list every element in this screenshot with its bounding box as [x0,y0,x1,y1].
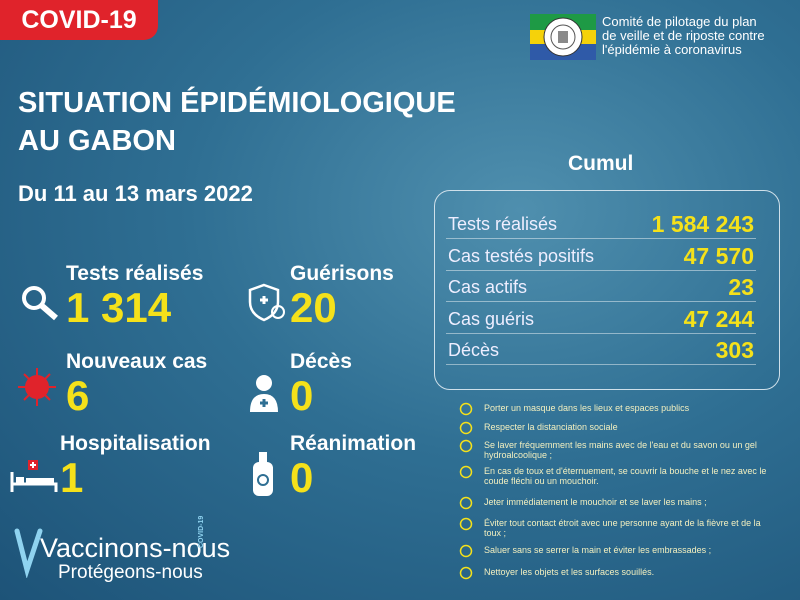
measure-text: Jeter immédiatement le mouchoir et se la… [484,497,707,507]
bed-icon [10,460,58,492]
shield-icon [248,283,285,322]
measure-text: Respecter la distanciation sociale [484,422,618,432]
stat-value: 1 [60,454,84,501]
stat-value: 1 314 [66,284,172,331]
virus-icon [18,368,56,406]
title-line: AU GABON [18,125,176,157]
stat-label: Guérisons [290,262,394,285]
measure-text: Nettoyer les objets et les surfaces soui… [484,567,655,577]
stat-value: 0 [290,372,314,419]
cumul-value: 1 584 243 [651,211,754,237]
oxygen-icon [253,452,273,496]
stat-label: Hospitalisation [60,432,211,455]
cumul-title: Cumul [568,152,634,175]
cumul-label: Décès [448,340,500,360]
cumul-row: Cas guéris 47 244 [446,302,756,334]
org-line: Comité de pilotage du plan [602,14,757,29]
stat-value: 0 [290,454,314,501]
cumul-value: 47 244 [683,305,754,332]
v-hand [14,528,43,578]
cumul-box [434,190,780,390]
measure-glyph [459,402,473,416]
stat-label: Réanimation [290,432,417,455]
measure-glyph [459,517,473,531]
logo [530,14,596,60]
tag: COVID-19 [0,0,158,40]
cumul-row: Décès 303 [446,333,756,365]
cumul-label: Tests réalisés [448,214,558,234]
measure-icon [458,439,474,453]
measure-glyph [459,439,473,453]
measure-text: Saluer sans se serrer la main et éviter … [484,545,712,555]
cumul-row: Cas actifs 23 [446,270,756,302]
measure-icon [458,465,474,479]
title: SITUATION ÉPIDÉMIOLOGIQUE AU GABON [18,84,456,160]
measure-glyph [459,421,473,435]
measure-glyph [459,544,473,558]
measure-glyph [459,465,473,479]
measure-icon [458,566,474,580]
measure-text: Porter un masque dans les lieux et espac… [484,403,690,413]
org-line: de veille et de riposte contre [602,28,765,43]
cumul-label: Cas actifs [448,277,528,297]
cumul-row: Cas testés positifs 47 570 [446,239,756,271]
measure-icon [458,421,474,435]
cumul-value: 23 [728,274,754,300]
cumul-label: Cas guéris [448,308,535,329]
search-icon [22,286,58,321]
stat-label: Nouveaux cas [66,350,208,373]
person-icon [250,375,278,412]
title-line: SITUATION ÉPIDÉMIOLOGIQUE [18,87,456,119]
measure-icon [458,517,474,531]
measure-glyph [459,496,473,510]
measure-icon [458,496,474,510]
org-line: l'épidémie à coronavirus [602,42,742,57]
badge: COVID-19 [198,515,205,548]
cumul-value: 47 570 [683,242,754,269]
stat-value: 6 [66,372,90,419]
measure-text: Se laver fréquemment les mains avec de l… [484,440,757,460]
stat-value: 20 [290,284,337,331]
organization: Comité de pilotage du plan de veille et d… [602,15,765,57]
period: Du 11 au 13 mars 2022 [18,181,253,206]
measure-icon [458,544,474,558]
slogan-2: Protégeons-nous [58,562,203,583]
measure-text: En cas de toux et d'éternuement, se couv… [484,466,767,486]
measure-icon [458,402,474,416]
measure-glyph [459,566,473,580]
stat-label: Décès [290,350,352,373]
cumul-value: 303 [715,337,754,363]
stat-label: Tests réalisés [66,262,204,285]
cumul-label: Cas testés positifs [448,245,595,266]
slogan-1: Vaccinons-nous [40,533,231,563]
measure-text: Éviter tout contact étroit avec une pers… [484,518,761,538]
cumul-row: Tests réalisés 1 584 243 [446,207,756,239]
